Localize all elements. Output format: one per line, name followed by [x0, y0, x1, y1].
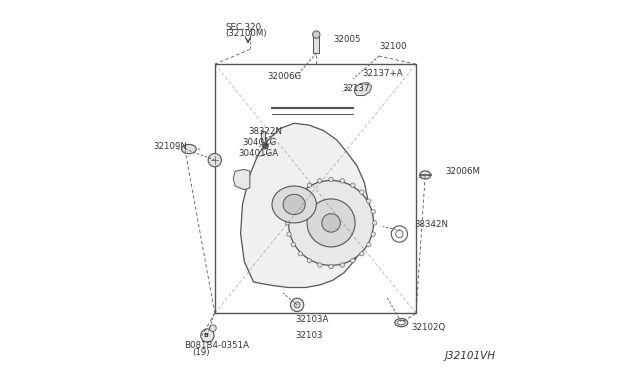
Text: 32103: 32103 — [295, 331, 323, 340]
Polygon shape — [233, 169, 250, 190]
Text: (19): (19) — [193, 349, 210, 357]
Circle shape — [371, 232, 376, 237]
Circle shape — [307, 183, 312, 187]
Circle shape — [351, 183, 355, 187]
Text: B: B — [203, 333, 208, 338]
Ellipse shape — [272, 186, 316, 223]
Circle shape — [367, 199, 371, 203]
Text: 32137: 32137 — [342, 84, 370, 93]
Text: 32103A: 32103A — [295, 315, 328, 324]
Circle shape — [298, 190, 303, 194]
Circle shape — [360, 251, 364, 256]
Text: B081B4-0351A: B081B4-0351A — [184, 341, 250, 350]
Circle shape — [372, 221, 377, 225]
Text: 32109N: 32109N — [154, 142, 188, 151]
Text: J32101VH: J32101VH — [444, 352, 495, 361]
Text: SEC.320: SEC.320 — [225, 23, 261, 32]
Bar — [314, 36, 319, 53]
Circle shape — [340, 179, 344, 183]
Circle shape — [291, 243, 296, 247]
Circle shape — [210, 325, 216, 331]
Circle shape — [291, 199, 296, 203]
Text: 30401G: 30401G — [243, 138, 276, 147]
Circle shape — [201, 329, 214, 342]
Bar — [261, 131, 266, 142]
Circle shape — [307, 199, 355, 247]
Circle shape — [360, 190, 364, 194]
Circle shape — [322, 214, 340, 232]
Text: 38342N: 38342N — [415, 220, 449, 229]
Polygon shape — [241, 123, 369, 288]
Circle shape — [289, 180, 374, 265]
Text: 32005: 32005 — [333, 35, 360, 44]
Text: 32137+A: 32137+A — [362, 69, 403, 78]
Circle shape — [317, 263, 322, 267]
Text: 32006G: 32006G — [268, 72, 302, 81]
Text: 32006M: 32006M — [445, 167, 481, 176]
Ellipse shape — [182, 144, 196, 154]
Ellipse shape — [420, 171, 431, 179]
Circle shape — [287, 209, 291, 214]
Polygon shape — [355, 83, 372, 96]
Circle shape — [285, 221, 290, 225]
Text: (32100M): (32100M) — [225, 29, 267, 38]
Text: 32102Q: 32102Q — [412, 323, 446, 331]
Circle shape — [312, 31, 320, 38]
Circle shape — [317, 179, 322, 183]
Circle shape — [329, 264, 333, 269]
Text: 38322N: 38322N — [248, 127, 282, 136]
Circle shape — [262, 143, 268, 149]
Text: 32100: 32100 — [379, 42, 406, 51]
Circle shape — [371, 209, 376, 214]
Circle shape — [351, 259, 355, 263]
Circle shape — [298, 251, 303, 256]
Text: 30401GA: 30401GA — [238, 149, 278, 158]
Circle shape — [208, 154, 221, 167]
Circle shape — [294, 302, 300, 308]
Circle shape — [291, 298, 304, 311]
Bar — [215, 64, 416, 313]
Circle shape — [367, 243, 371, 247]
Circle shape — [307, 259, 312, 263]
Circle shape — [329, 177, 333, 182]
Ellipse shape — [283, 194, 305, 215]
Circle shape — [287, 232, 291, 237]
Circle shape — [340, 263, 344, 267]
